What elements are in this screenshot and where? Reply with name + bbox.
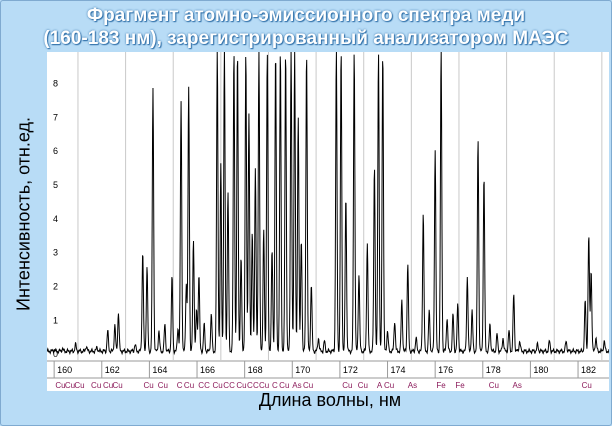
- element-label: C: [198, 381, 204, 390]
- element-label: Cu: [303, 381, 313, 390]
- element-label: Cu: [342, 381, 352, 390]
- element-label: C: [177, 381, 183, 390]
- chart-title-line-2: (160-183 нм), зарегистрированный анализа…: [43, 28, 569, 49]
- element-label: Cu: [184, 381, 194, 390]
- element-label: Cu: [103, 381, 113, 390]
- spectrum-chart: 0 1 2 3 4 5 6 7 8 160 162 164 166 168 170 172 174 176 178 1…: [46, 48, 610, 390]
- element-label: As: [292, 381, 301, 390]
- element-label: C: [272, 381, 278, 390]
- element-label: Cu: [384, 381, 394, 390]
- element-label: Cu: [91, 381, 101, 390]
- element-label: C: [204, 381, 210, 390]
- chart-title-line-1: Фрагмент атомно-эмиссионного спектра мед…: [86, 5, 526, 26]
- x-tick-label: 180: [533, 365, 548, 375]
- x-tick-label: 162: [105, 365, 120, 375]
- chart-title: Фрагмент атомно-эмиссионного спектра мед…: [0, 4, 612, 50]
- element-label: Cu: [582, 381, 592, 390]
- y-tick-label: 1: [53, 315, 58, 325]
- element-label: As: [408, 381, 417, 390]
- x-tick-label: 160: [57, 365, 72, 375]
- y-tick-label: 3: [53, 248, 58, 258]
- element-label: C: [247, 381, 253, 390]
- element-label: Cu: [65, 381, 75, 390]
- element-label: Cu: [236, 381, 246, 390]
- spectrum-series-line: [46, 48, 610, 356]
- y-tick-label: 2: [53, 282, 58, 292]
- y-tick-label: 5: [53, 180, 58, 190]
- x-tick-label: 178: [486, 365, 501, 375]
- y-tick-label: 6: [53, 146, 58, 156]
- element-label: Cu: [112, 381, 122, 390]
- element-label: C: [253, 381, 259, 390]
- element-label: Cu: [279, 381, 289, 390]
- x-tick-label: 176: [438, 365, 453, 375]
- element-label: Cu: [489, 381, 499, 390]
- element-label: C: [229, 381, 235, 390]
- y-tick-label: 4: [53, 214, 58, 224]
- element-label: Fe: [436, 381, 446, 390]
- element-label: C: [223, 381, 229, 390]
- element-label: Cu: [143, 381, 153, 390]
- element-label: Cu: [259, 381, 269, 390]
- element-label: As: [513, 381, 522, 390]
- x-tick-label: 166: [200, 365, 215, 375]
- x-tick-label: 182: [581, 365, 596, 375]
- x-tick-label: 172: [343, 365, 358, 375]
- element-label: Cu: [158, 381, 168, 390]
- plot-area: 0 1 2 3 4 5 6 7 8 160 162 164 166 168 170 172 174 176 178 1…: [46, 48, 610, 391]
- element-label: Cu: [55, 381, 65, 390]
- element-label: Cu: [213, 381, 223, 390]
- y-tick-label: 7: [53, 112, 58, 122]
- element-label: Cu: [358, 381, 368, 390]
- element-label: Cu: [74, 381, 84, 390]
- y-axis-label: Интенсивность, отн.ед.: [13, 117, 34, 311]
- x-tick-label: 168: [248, 365, 263, 375]
- element-label: Fe: [455, 381, 465, 390]
- x-tick-label: 174: [391, 365, 406, 375]
- x-tick-label: 164: [152, 365, 167, 375]
- y-tick-label: 8: [53, 78, 58, 88]
- x-axis-label: Длина волны, нм: [258, 390, 402, 410]
- x-tick-label: 170: [295, 365, 310, 375]
- y-tick-label: 0: [53, 349, 58, 359]
- element-label: A: [377, 381, 383, 390]
